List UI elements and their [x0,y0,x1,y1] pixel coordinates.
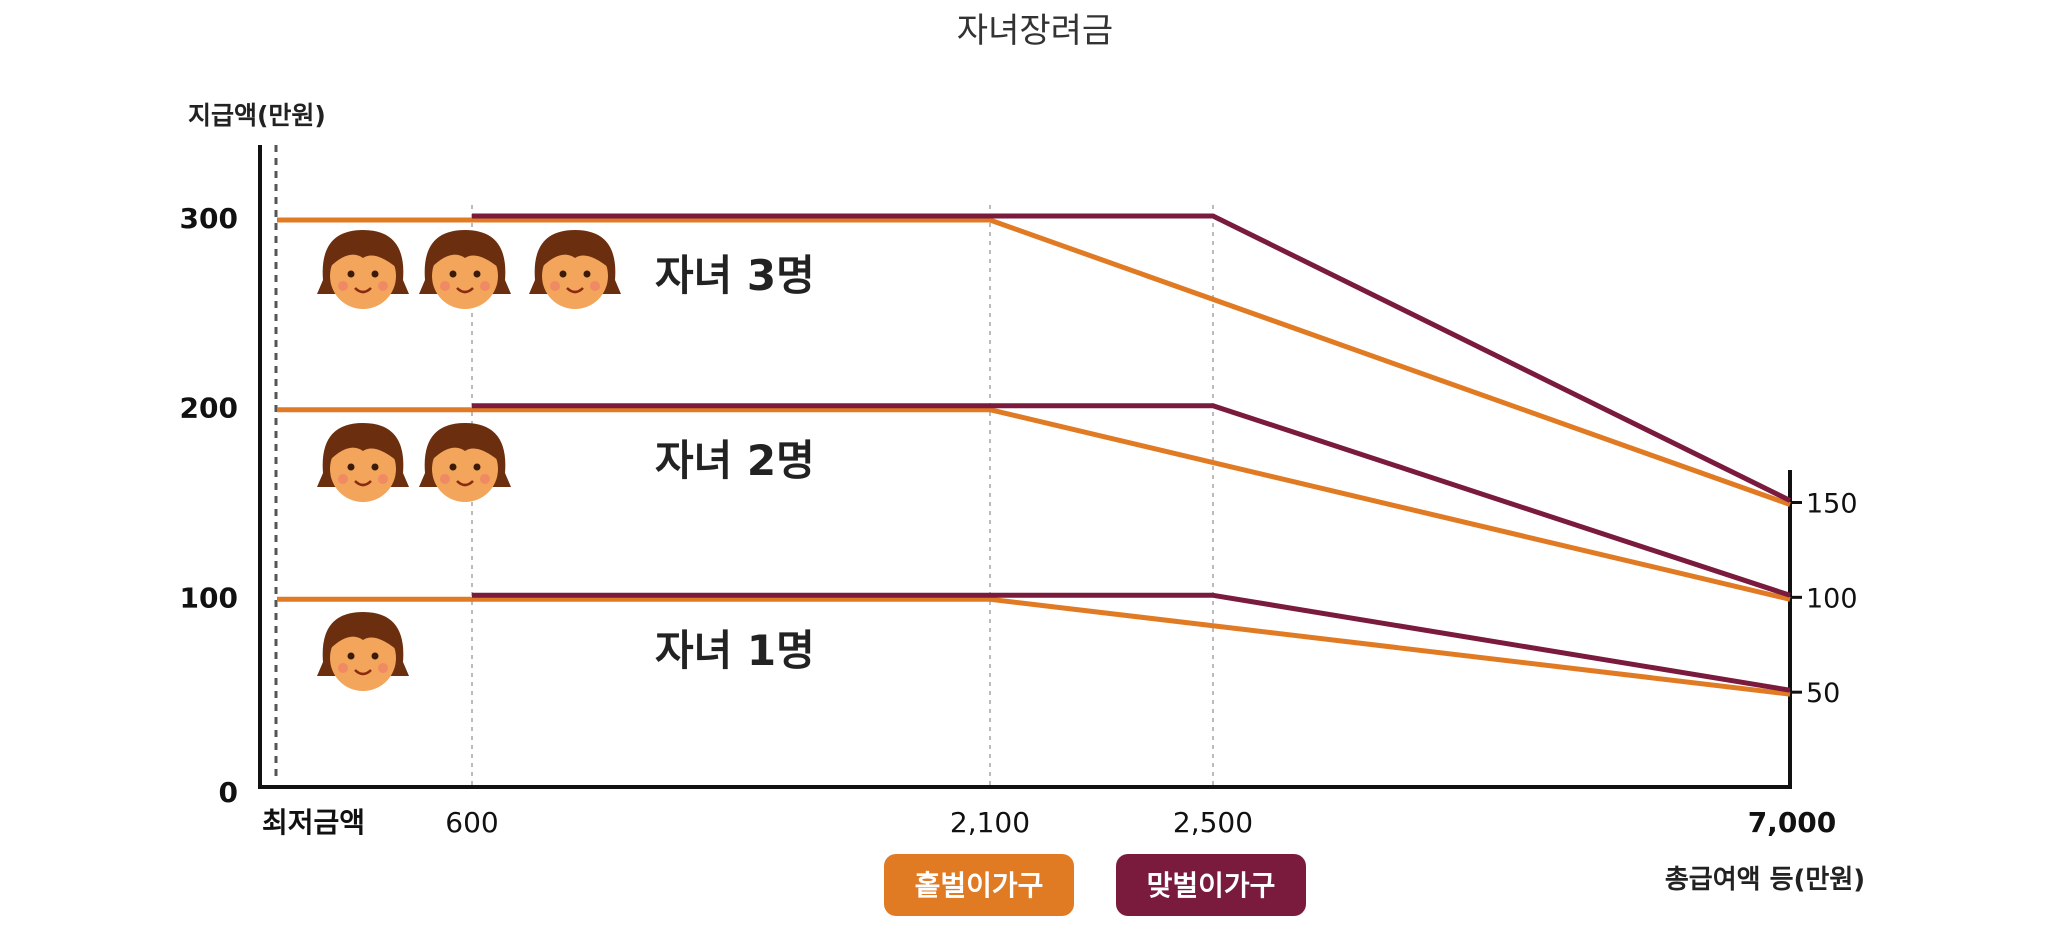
group-label-children-1: 자녀 1명 [655,626,815,675]
y-tick-label: 200 [180,392,238,425]
y-tick-label: 0 [219,776,238,809]
legend-label: 홑벌이가구 [915,869,1044,902]
x-tick-label: 7,000 [1748,806,1837,839]
child-face-icon [419,423,511,502]
legend-label: 맞벌이가구 [1147,869,1276,902]
child-face-icon [419,230,511,309]
chart-title: 자녀장려금 [957,11,1113,51]
y-axis-label: 지급액(만원) [188,101,326,130]
x-tick-label: 2,500 [1173,806,1253,839]
right-tick-label: 100 [1806,583,1858,614]
x-tick-label: 최저금액 [262,806,365,839]
series-line-single-income-2 [277,407,1791,602]
child-face-icon [317,423,409,502]
series-line-single-income-3 [277,217,1791,507]
series-line-dual-income-1 [472,592,1791,693]
group-label-children-3: 자녀 3명 [655,251,815,300]
series-line-single-income-1 [277,596,1791,697]
y-tick-label: 300 [180,202,238,235]
y-tick-label: 100 [180,581,238,614]
right-tick-label: 50 [1806,678,1840,709]
x-axis-label: 총급여액 등(만원) [1665,865,1865,895]
series-line-dual-income-3 [472,213,1792,503]
series-line-dual-income-2 [472,403,1791,598]
child-face-icon [317,230,409,309]
x-tick-label: 600 [445,806,498,839]
child-face-icon [529,230,621,309]
legend-badge [1116,854,1306,916]
legend-badge [884,854,1074,916]
right-tick-label: 150 [1806,489,1858,520]
group-label-children-2: 자녀 2명 [655,436,815,485]
x-tick-label: 2,100 [950,806,1030,839]
child-face-icon [317,612,409,691]
